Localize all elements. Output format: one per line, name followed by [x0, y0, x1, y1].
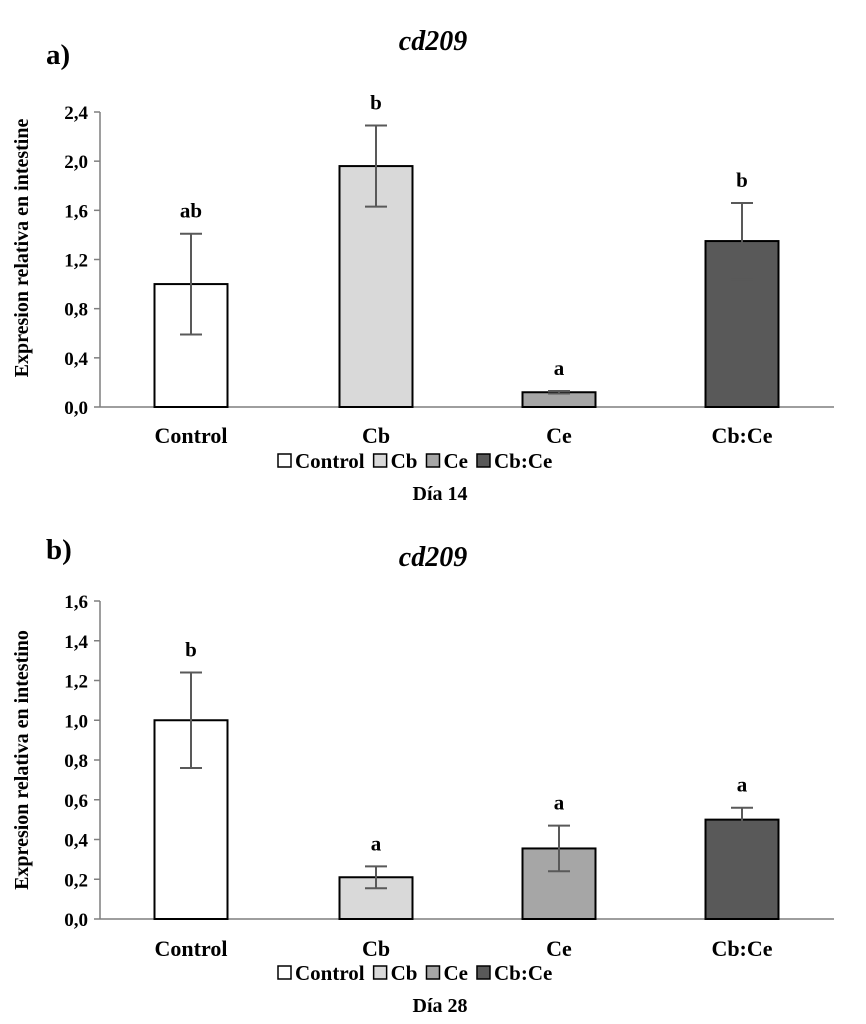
x-axis-sublabel: Día 28 — [413, 995, 468, 1017]
legend-label: Control — [295, 449, 365, 473]
y-axis-label: Expresion relativa en intestino — [11, 630, 33, 890]
legend-label: Ce — [443, 449, 468, 473]
y-tick-label: 0,8 — [64, 751, 88, 772]
y-tick-label: 1,2 — [64, 672, 88, 693]
category-label: Cb — [362, 423, 390, 448]
y-tick-label: 0,8 — [64, 300, 88, 321]
y-axis-label: Expresion relativa en intestine — [11, 119, 33, 378]
figure-canvas: a) cd209 Expresion relativa en intestine 0,… — [0, 0, 866, 1024]
significance-letter: b — [370, 91, 382, 115]
y-tick-label: 0,4 — [64, 831, 88, 852]
y-tick-label: 0,2 — [64, 870, 88, 891]
panel-label: a) — [46, 39, 70, 71]
y-tick-label: 0,0 — [64, 398, 88, 419]
category-label: Ce — [546, 936, 572, 961]
category-label: Ce — [546, 423, 572, 448]
significance-letter: ab — [180, 199, 202, 223]
legend-swatch — [374, 966, 387, 979]
category-label: Cb:Ce — [711, 423, 772, 448]
y-tick-label: 0,6 — [64, 791, 88, 812]
y-tick-label: 1,4 — [64, 632, 88, 653]
y-tick-label: 1,2 — [64, 251, 88, 272]
category-label: Control — [155, 936, 228, 961]
chart-panel-a: a) cd209 Expresion relativa en intestine 0,… — [11, 26, 834, 505]
significance-letter: a — [554, 791, 565, 815]
category-label: Control — [155, 423, 228, 448]
legend-swatch — [426, 454, 439, 467]
bar-cb-ce — [706, 820, 779, 919]
legend-label: Cb — [391, 961, 418, 985]
y-tick-label: 2,0 — [64, 152, 88, 173]
legend-label: Cb:Ce — [494, 449, 552, 473]
legend-label: Cb — [391, 449, 418, 473]
category-label: Cb:Ce — [711, 936, 772, 961]
x-axis-sublabel: Día 14 — [413, 483, 468, 505]
panel-label: b) — [46, 534, 72, 566]
significance-letter: b — [736, 168, 748, 192]
legend-swatch — [278, 966, 291, 979]
legend-swatch — [477, 454, 490, 467]
legend-label: Cb:Ce — [494, 961, 552, 985]
y-tick-label: 0,4 — [64, 349, 88, 370]
legend-label: Control — [295, 961, 365, 985]
legend-swatch — [426, 966, 439, 979]
legend-swatch — [374, 454, 387, 467]
legend-label: Ce — [443, 961, 468, 985]
legend-swatch — [477, 966, 490, 979]
y-tick-label: 2,4 — [64, 103, 88, 124]
y-tick-label: 1,6 — [64, 201, 88, 222]
significance-letter: a — [554, 356, 565, 380]
y-tick-label: 1,0 — [64, 711, 88, 732]
significance-letter: a — [371, 831, 382, 855]
y-tick-label: 1,6 — [64, 592, 88, 613]
legend: Control Cb Ce Cb:Ce — [278, 961, 552, 985]
chart-panel-b: b) cd209 Expresion relativa en intestino 0,… — [11, 534, 834, 1017]
y-tick-label: 0,0 — [64, 910, 88, 931]
significance-letter: b — [185, 638, 197, 662]
legend: Control Cb Ce Cb:Ce — [278, 449, 552, 473]
legend-swatch — [278, 454, 291, 467]
significance-letter: a — [737, 773, 748, 797]
chart-title: cd209 — [399, 542, 467, 573]
category-label: Cb — [362, 936, 390, 961]
chart-title: cd209 — [399, 26, 467, 57]
